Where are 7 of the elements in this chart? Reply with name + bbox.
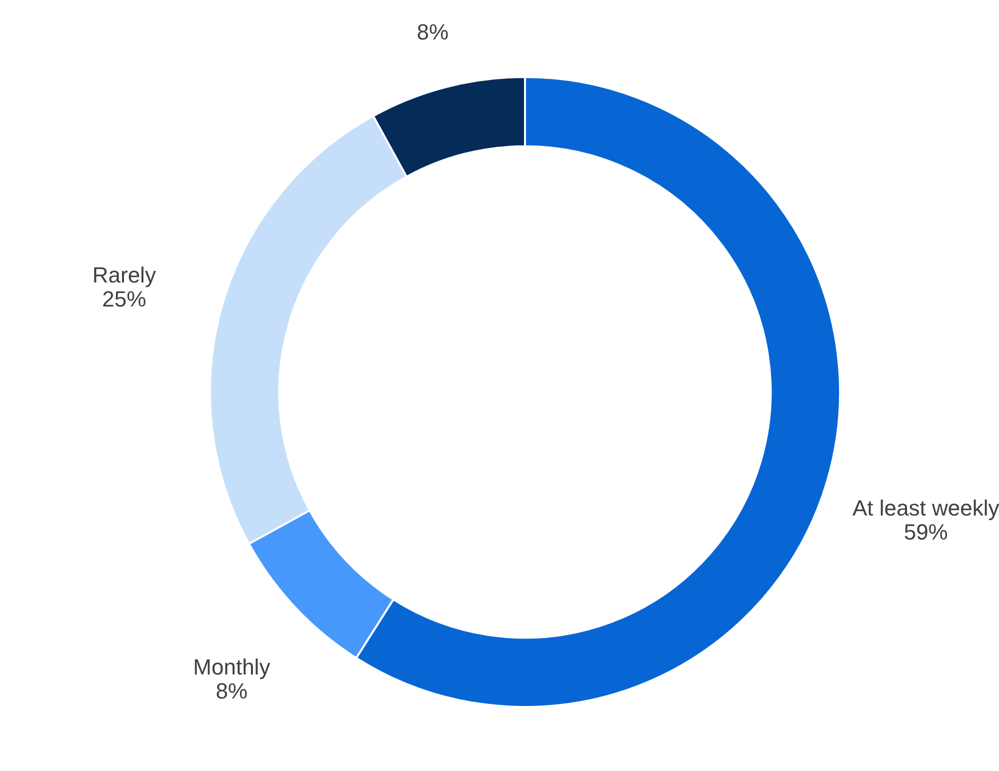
slice-label: At least weekly xyxy=(852,495,999,520)
slice-label: Monthly xyxy=(193,654,270,680)
data-label: 59% xyxy=(904,519,948,544)
data-label: 8% xyxy=(216,678,248,704)
data-label: 25% xyxy=(102,286,146,312)
slice-label: Rarely xyxy=(92,262,156,288)
data-label: 8% xyxy=(416,19,449,44)
